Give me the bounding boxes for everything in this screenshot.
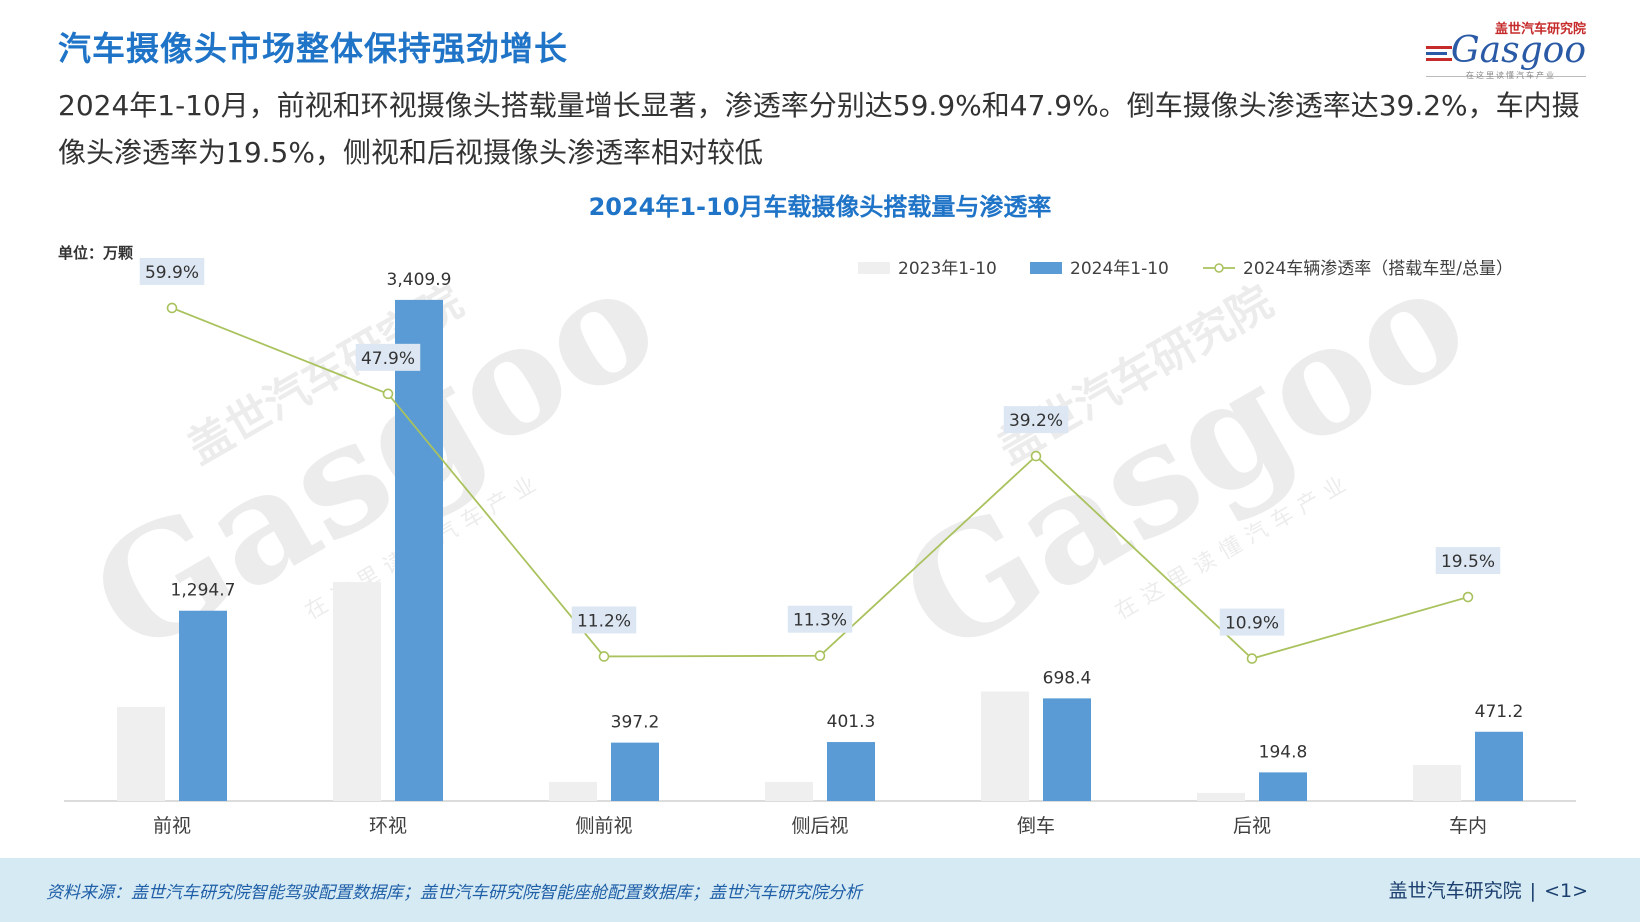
line-point-6: [1246, 653, 1258, 664]
unit-label: 单位：万颗: [58, 244, 133, 262]
logo-divider: [1426, 76, 1586, 77]
legend-swatch-2023: [858, 262, 890, 274]
footer-source: 资料来源：盖世汽车研究院智能驾驶配置数据库；盖世汽车研究院智能座舱配置数据库；盖…: [46, 883, 862, 903]
legend-label-2024: 2024年1-10: [1070, 259, 1169, 279]
chart-legend: 2023年1-10 2024年1-10 2024车辆渗透率（搭载车型/总量）: [858, 259, 1513, 279]
logo-top-text: 盖世汽车研究院: [1494, 22, 1586, 37]
x-tick-label: 车内: [1449, 815, 1487, 837]
line-point-4: [814, 650, 826, 662]
bars-group: [117, 299, 1523, 801]
bar-2023-3: [549, 781, 597, 801]
line-point-1: [166, 302, 178, 314]
x-tick-label: 侧后视: [791, 815, 848, 837]
line-label-bg: [1435, 547, 1501, 575]
bar-2024-value-label: 698.4: [1043, 668, 1092, 688]
bar-2023-4: [765, 781, 813, 801]
bar-2024-7: [1475, 731, 1523, 801]
bar-2024-3: [611, 742, 659, 801]
line-value-label: 10.9%: [1225, 614, 1279, 634]
x-tick-label: 环视: [369, 815, 407, 837]
bar-2024-4: [827, 742, 875, 801]
page-subtitle: 2024年1-10月，前视和环视摄像头搭载量增长显著，渗透率分别达59.9%和4…: [58, 89, 1580, 169]
chart-title: 2024年1-10月车载摄像头搭载量与渗透率: [589, 193, 1052, 221]
bar-2023-1: [117, 706, 165, 801]
page-title: 汽车摄像头市场整体保持强劲增长: [58, 29, 568, 68]
line-label-bg: [1219, 608, 1285, 636]
x-tick-label: 倒车: [1017, 815, 1055, 837]
footer-separator: |: [1529, 880, 1537, 902]
line-point-3: [598, 651, 610, 662]
watermark-en-text: Gasgoo: [874, 230, 1494, 690]
legend-swatch-2024: [1030, 262, 1062, 274]
line-value-label: 11.3%: [793, 611, 847, 631]
line-series-group: 59.9% 47.9% 11.2% 11.3% 39.2% 10.9% 19.5%: [139, 257, 1501, 664]
bar-2024-value-label: 471.2: [1475, 702, 1524, 722]
footer-org-name: 盖世汽车研究院: [1388, 880, 1522, 902]
logo-wordmark: Gasgoo: [1450, 30, 1586, 71]
line-point-2: [382, 388, 394, 400]
logo-slogan: 在这里读懂汽车产业: [1466, 71, 1556, 80]
bar-2023-7: [1413, 764, 1461, 801]
bar-2024-value-label: 397.2: [611, 713, 660, 733]
logo-stripes-icon: [1426, 46, 1452, 64]
line-label-bg: [787, 605, 853, 633]
bar-2024-1: [179, 610, 227, 801]
line-label-bg: [1003, 406, 1069, 434]
page-number: <1>: [1544, 880, 1588, 902]
line-value-label: 47.9%: [361, 349, 415, 369]
line-value-label: 19.5%: [1441, 552, 1495, 572]
line-value-label: 59.9%: [145, 263, 199, 283]
line-label-bg: [571, 606, 637, 634]
bar-2024-2: [395, 299, 443, 801]
x-tick-label: 前视: [153, 815, 191, 837]
gasgoo-logo: 盖世汽车研究院 Gasgoo 在这里读懂汽车产业: [1426, 16, 1586, 80]
line-label-bg: [139, 257, 205, 285]
data-labels-group: 1,294.7 3,409.9 397.2 401.3 698.4 194.8 471.2: [171, 270, 1524, 762]
legend-label-2023: 2023年1-10: [898, 259, 997, 279]
x-tick-label: 侧前视: [575, 815, 632, 837]
legend-label-rate: 2024车辆渗透率（搭载车型/总量）: [1243, 259, 1513, 279]
bar-2023-2: [333, 582, 381, 801]
bar-2024-value-label: 401.3: [827, 712, 876, 732]
line-label-bg: [355, 343, 421, 371]
line-point-5: [1030, 450, 1042, 462]
line-value-label: 11.2%: [577, 611, 631, 631]
footer: 资料来源：盖世汽车研究院智能驾驶配置数据库；盖世汽车研究院智能座舱配置数据库；盖…: [0, 858, 1640, 922]
line-value-label: 39.2%: [1009, 411, 1063, 431]
x-tick-label: 后视: [1233, 815, 1271, 837]
bar-2024-value-label: 194.8: [1259, 742, 1308, 762]
line-point-7: [1462, 591, 1474, 603]
bar-2023-6: [1197, 792, 1245, 801]
bar-2024-value-label: 1,294.7: [171, 581, 236, 601]
bar-2024-value-label: 3,409.9: [387, 270, 452, 290]
footer-org: 盖世汽车研究院 | <1>: [1389, 876, 1588, 903]
x-tick-labels-group: 前视 环视 侧前视 侧后视 倒车 后视 车内: [153, 815, 1487, 837]
bar-2023-5: [981, 691, 1029, 801]
bar-2024-6: [1259, 772, 1307, 801]
bar-2024-5: [1043, 698, 1091, 801]
legend-line-marker: [1214, 263, 1224, 273]
